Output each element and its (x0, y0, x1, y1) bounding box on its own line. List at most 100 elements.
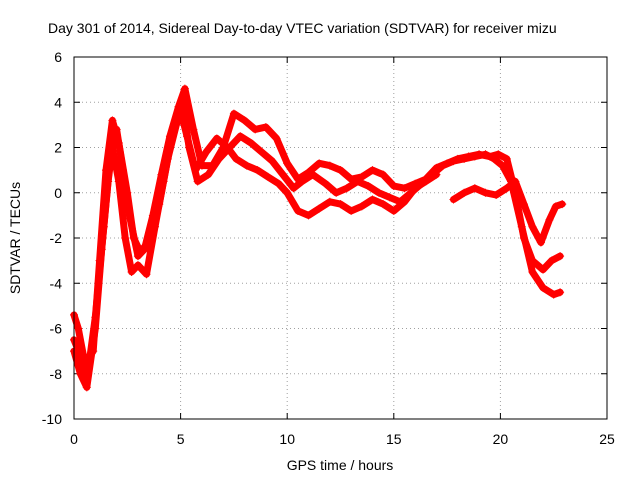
data-point (133, 261, 142, 270)
data-point (82, 383, 91, 392)
data-point (528, 222, 537, 231)
data-point (185, 143, 194, 152)
data-point (212, 134, 221, 143)
data-point (556, 252, 565, 261)
data-point (364, 181, 373, 190)
data-point (174, 102, 183, 111)
data-point (536, 238, 545, 247)
data-point (268, 157, 277, 166)
data-point (142, 270, 151, 279)
data-point (539, 283, 548, 292)
y-tick-label: -6 (50, 321, 63, 337)
data-point (289, 184, 298, 193)
data-point (551, 202, 560, 211)
data-point (492, 191, 501, 200)
data-point (357, 202, 366, 211)
data-point (347, 206, 356, 215)
data-point (385, 193, 394, 202)
data-point (475, 150, 484, 159)
data-point (261, 123, 270, 132)
data-point (357, 172, 366, 181)
data-point (246, 138, 255, 147)
data-point (321, 179, 330, 188)
data-point (125, 211, 134, 220)
y-tick-label: 2 (54, 140, 62, 156)
data-point (400, 184, 409, 193)
data-point (257, 148, 266, 157)
x-tick-label: 10 (279, 431, 295, 447)
data-point (108, 116, 117, 125)
data-point (148, 211, 157, 220)
data-point (556, 288, 565, 297)
data-point (219, 143, 228, 152)
y-tick-label: 4 (54, 94, 62, 110)
data-point (519, 200, 528, 209)
data-point (140, 245, 149, 254)
data-point (165, 132, 174, 141)
x-axis-ticks: 0 5 10 15 20 25 (70, 57, 615, 447)
data-point (304, 211, 313, 220)
data-point (293, 175, 302, 184)
data-point (342, 184, 351, 193)
data-point (236, 132, 245, 141)
data-point (229, 109, 238, 118)
data-point (274, 179, 283, 188)
data-point (119, 166, 128, 175)
y-tick-label: 6 (54, 49, 62, 65)
chart-title: Day 301 of 2014, Sidereal Day-to-day VTE… (48, 20, 557, 36)
data-point (208, 161, 217, 170)
data-point (315, 204, 324, 213)
data-point (374, 188, 383, 197)
data-point (528, 267, 537, 276)
data-point (193, 177, 202, 186)
series-layer (70, 84, 567, 392)
data-point (180, 84, 189, 93)
series-line (450, 177, 566, 246)
x-tick-label: 25 (599, 431, 615, 447)
y-axis-ticks: -10 -8 -6 -4 -2 0 2 4 6 (42, 49, 607, 427)
data-point (460, 188, 469, 197)
data-point (336, 166, 345, 175)
data-point (82, 376, 91, 385)
data-point (481, 188, 490, 197)
data-point (189, 125, 198, 134)
data-point (545, 215, 554, 224)
y-tick-label: 0 (54, 185, 62, 201)
x-tick-label: 20 (493, 431, 509, 447)
data-point (449, 195, 458, 204)
series-line (70, 107, 440, 391)
x-tick-label: 0 (70, 431, 78, 447)
series-track-3 (70, 84, 565, 385)
data-point (240, 116, 249, 125)
data-point (389, 181, 398, 190)
data-point (74, 324, 83, 333)
data-point (464, 152, 473, 161)
data-point (157, 170, 166, 179)
data-point (197, 161, 206, 170)
data-point (99, 222, 108, 231)
data-point (406, 188, 415, 197)
data-point (242, 161, 251, 170)
data-point (453, 154, 462, 163)
data-point (272, 134, 281, 143)
data-point (502, 184, 511, 193)
series-track-2 (70, 98, 565, 367)
data-point (91, 313, 100, 322)
y-axis-label: SDTVAR / TECUs (7, 182, 23, 294)
data-point (133, 252, 142, 261)
data-point (315, 159, 324, 168)
data-point (304, 168, 313, 177)
y-tick-label: -4 (50, 275, 63, 291)
data-point (528, 256, 537, 265)
data-point (264, 172, 273, 181)
data-point (379, 170, 388, 179)
y-tick-label: -10 (42, 411, 62, 427)
data-point (325, 197, 334, 206)
data-point (112, 125, 121, 134)
data-point (389, 206, 398, 215)
data-point (502, 154, 511, 163)
data-point (511, 177, 520, 186)
data-point (283, 159, 292, 168)
data-point (368, 195, 377, 204)
